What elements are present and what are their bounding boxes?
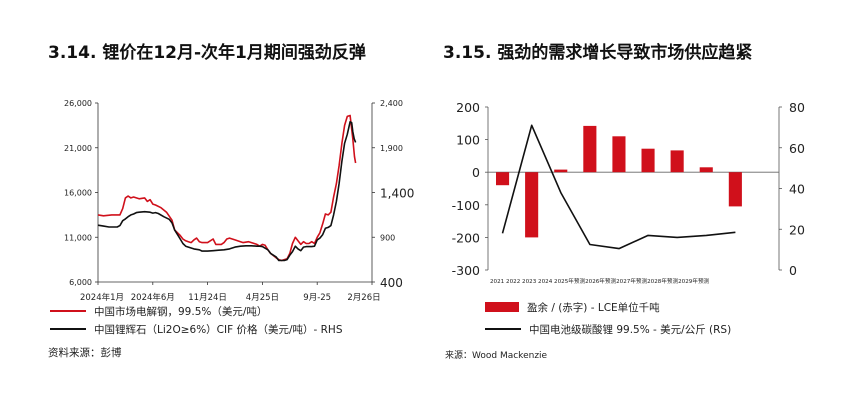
y-tick-label: -200: [452, 230, 480, 245]
y2-tick-label: 400: [380, 276, 403, 290]
left-line-chart: 6,000 11,000 16,000 21,000 26,000 400 900 1,400…: [64, 99, 414, 303]
right-legend: 盈余 / (赤字) - LCE单位千吨 中国电池级碳酸锂 99.5% - 美元/…: [485, 296, 731, 340]
left-source-note: 资料来源：彭博: [48, 347, 122, 359]
y-tick-label: 0: [472, 165, 480, 180]
y2-tick-label: 60: [789, 141, 805, 156]
bar-2025年预测: [612, 136, 626, 173]
legend-item-spodumene: 中国锂辉石（Li2O≥6%）CIF 价格（美元/吨）- RHS: [50, 320, 343, 338]
legend-swatch-red-line: [50, 310, 86, 312]
bar-2026年预测: [641, 148, 655, 173]
y2-tick-label: 2,400: [380, 99, 403, 108]
right-chart-panel: 3.15. 强劲的需求增长导致市场供应趋紧 -300 -200 -100 0 100 20…: [423, 0, 846, 402]
y-tick-label: 200: [456, 100, 480, 115]
legend-item-electrolytic: 中国市场电解钢，99.5%（美元/吨）: [50, 302, 343, 320]
legend-item-surplus: 盈余 / (赤字) - LCE单位千吨: [485, 296, 731, 318]
y2-tick-label: 40: [789, 182, 805, 197]
y-tick-label: -300: [452, 263, 480, 278]
x-tick-label: 9月-25: [303, 293, 331, 303]
bar-2021: [496, 172, 510, 186]
legend-swatch-black-line: [50, 328, 86, 330]
right-source-note: 来源：Wood Mackenzie: [445, 351, 548, 361]
left-chart-panel: 3.14. 锂价在12月-次年1月期间强劲反弹 6,000 11,000 16,00…: [48, 43, 414, 359]
y-tick-label: 16,000: [64, 189, 92, 198]
y-tick-label: 100: [456, 133, 480, 148]
series-line-carbonate: [501, 124, 736, 250]
chart-title-left: 3.14. 锂价在12月-次年1月期间强劲反弹: [48, 43, 366, 63]
y2-tick-label: 1,400: [380, 187, 414, 201]
legend-label: 中国市场电解钢，99.5%（美元/吨）: [94, 305, 268, 318]
y2-tick-label: 900: [380, 233, 395, 242]
y-tick-label: 6,000: [69, 278, 92, 287]
x-tick-label: 11月24日: [188, 293, 227, 303]
y-tick-label: 21,000: [64, 144, 92, 153]
right-bar-line-chart: -300 -200 -100 0 100 200 0 20 40 60 80 2021 2022 20…: [452, 100, 805, 285]
legend-label: 中国电池级碳酸锂 99.5% - 美元/公斤 (RS): [529, 323, 732, 336]
legend-item-carbonate: 中国电池级碳酸锂 99.5% - 美元/公斤 (RS): [485, 318, 731, 340]
bar-2027年预测: [670, 150, 684, 173]
bar-2024: [583, 125, 597, 173]
chart-title-right: 3.15. 强劲的需求增长导致市场供应趋紧: [443, 43, 753, 63]
y-tick-label: 26,000: [64, 99, 92, 108]
legend-swatch-black-line: [485, 328, 521, 330]
left-legend: 中国市场电解钢，99.5%（美元/吨） 中国锂辉石（Li2O≥6%）CIF 价格…: [50, 302, 343, 338]
legend-label: 中国锂辉石（Li2O≥6%）CIF 价格（美元/吨）- RHS: [94, 323, 343, 336]
x-tick-label: 2024年6月: [131, 292, 175, 303]
y2-tick-label: 1,900: [380, 144, 403, 153]
y2-tick-label: 0: [789, 263, 797, 278]
y2-tick-label: 80: [789, 100, 805, 115]
legend-swatch-red-box: [485, 302, 519, 312]
series-line-spodumene: [97, 121, 357, 262]
x-tick-label: 4月25日: [246, 293, 279, 303]
x-tick-label: 2月26日: [347, 293, 380, 303]
bar-2029年预测: [728, 172, 742, 207]
legend-label: 盈余 / (赤字) - LCE单位千吨: [527, 301, 660, 314]
y-tick-label: 11,000: [64, 233, 92, 242]
y-tick-label: -100: [452, 198, 480, 213]
bar-2023: [554, 169, 568, 173]
y2-tick-label: 20: [789, 222, 805, 237]
series-line-electrolytic: [97, 114, 357, 262]
x-tick-label: 2024年1月: [80, 292, 124, 303]
x-tick-labels: 2021 2022 2023 2024 2025年预测2026年预测2027年预…: [490, 277, 710, 285]
bar-2028年预测: [699, 167, 713, 173]
bar-2022: [525, 172, 539, 238]
